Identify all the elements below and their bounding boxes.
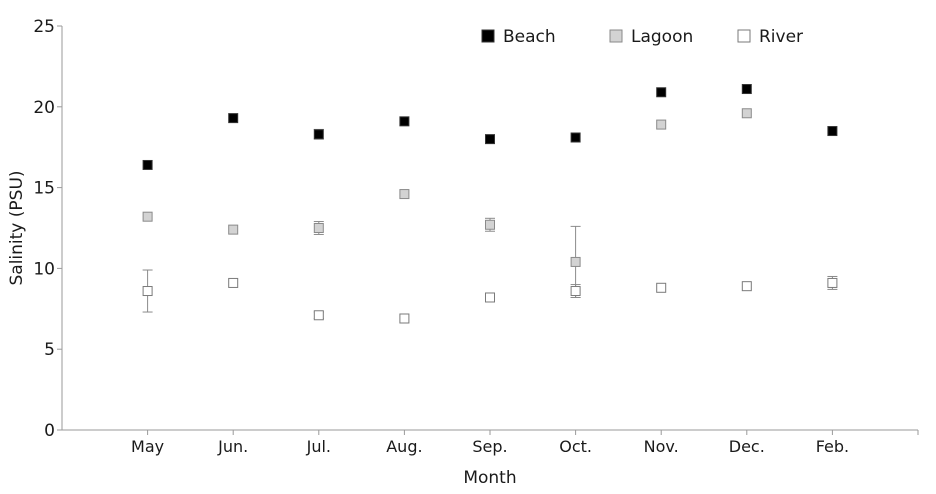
axes [57,25,919,435]
y-tick-label: 10 [33,259,55,279]
x-tick-label: May [131,437,164,456]
data-point-river [228,277,239,288]
open-square-icon [737,29,751,43]
data-point-beach [399,116,410,127]
legend-item-river: River [737,27,803,47]
data-point-lagoon [142,211,153,222]
data-point-beach [741,84,752,95]
data-points [142,84,838,324]
data-point-river [485,292,495,303]
x-tick-label: Sep. [472,437,507,456]
y-tick-label: 25 [33,17,55,37]
data-point-lagoon [313,223,324,233]
filled-square-icon [481,29,495,43]
data-point-river [741,281,752,292]
data-point-lagoon [656,119,667,130]
data-point-lagoon [485,219,495,230]
gray-square-icon [609,29,623,43]
data-point-beach [142,159,153,170]
data-point-river [827,277,838,288]
data-point-river [656,282,667,293]
y-tick-label: 15 [33,179,55,199]
data-point-lagoon [399,189,410,200]
x-tick-label: Feb. [816,437,849,456]
data-point-lagoon [228,224,239,235]
legend-label: River [759,27,803,47]
x-tick-label: Oct. [559,437,592,456]
data-point-beach [827,126,838,137]
data-point-lagoon [741,108,752,119]
x-tick-labels: May Jun. Jul. Aug. Sep. Oct. Nov. Dec. Feb. [131,437,849,456]
data-point-beach [570,132,581,143]
data-point-river [142,286,153,297]
x-axis-label: Month [463,468,516,488]
legend-item-lagoon: Lagoon [609,27,693,47]
legend-label: Lagoon [631,27,693,47]
data-point-river [313,310,324,321]
data-point-river [399,313,410,324]
data-point-beach [228,113,239,124]
data-point-beach [313,129,324,140]
data-point-beach [485,134,495,145]
x-tick-label: Nov. [644,437,679,456]
legend: Beach Lagoon River [481,27,803,47]
legend-item-beach: Beach [481,27,556,47]
y-tick-label: 0 [44,421,55,441]
legend-label: Beach [503,27,556,47]
y-tick-labels: 0 5 10 15 20 25 [33,17,55,441]
y-tick-label: 20 [33,98,55,118]
x-tick-label: Dec. [729,437,765,456]
x-tick-label: Jul. [306,437,331,456]
y-tick-label: 5 [44,340,55,360]
x-tick-label: Aug. [386,437,422,456]
data-point-beach [656,87,667,98]
x-tick-label: Jun. [217,437,248,456]
data-point-lagoon [570,256,581,267]
y-axis-label: Salinity (PSU) [7,170,27,285]
data-point-river [570,286,581,297]
